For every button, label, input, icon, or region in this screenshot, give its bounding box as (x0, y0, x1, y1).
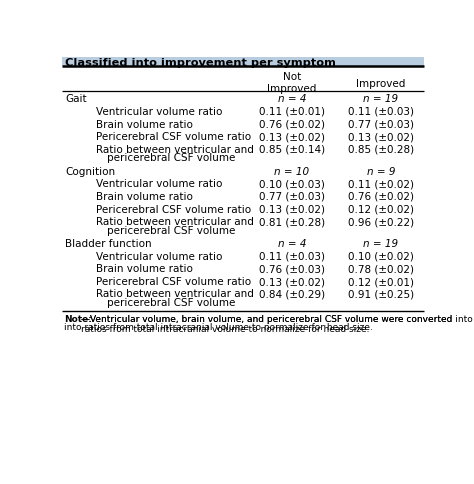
Text: Not
Improved: Not Improved (267, 72, 317, 94)
Text: 0.13 (±0.02): 0.13 (±0.02) (259, 204, 325, 214)
Text: n = 10: n = 10 (274, 166, 310, 176)
Text: Brain volume ratio: Brain volume ratio (96, 192, 193, 201)
Text: n = 9: n = 9 (366, 166, 395, 176)
Text: pericerebral CSF volume: pericerebral CSF volume (107, 153, 236, 163)
Text: 0.10 (±0.03): 0.10 (±0.03) (259, 179, 325, 189)
Text: 0.12 (±0.02): 0.12 (±0.02) (348, 204, 414, 214)
Text: Note:: Note: (64, 314, 92, 323)
Text: 0.12 (±0.01): 0.12 (±0.01) (348, 276, 414, 287)
Text: —Ventricular volume, brain volume, and pericerebral CSF volume were converted in: —Ventricular volume, brain volume, and p… (81, 314, 473, 333)
Text: —Ventricular volume, brain volume, and pericerebral CSF volume were converted: —Ventricular volume, brain volume, and p… (81, 314, 452, 323)
Text: Ratio between ventricular and: Ratio between ventricular and (96, 289, 255, 299)
Text: 0.77 (±0.03): 0.77 (±0.03) (348, 120, 414, 129)
Text: Pericerebral CSF volume ratio: Pericerebral CSF volume ratio (96, 132, 252, 142)
Text: 0.76 (±0.02): 0.76 (±0.02) (259, 120, 325, 129)
Text: 0.76 (±0.03): 0.76 (±0.03) (259, 264, 325, 274)
Text: Brain volume ratio: Brain volume ratio (96, 120, 193, 129)
Text: 0.11 (±0.03): 0.11 (±0.03) (259, 251, 325, 261)
Text: Improved: Improved (356, 79, 406, 89)
Text: 0.13 (±0.02): 0.13 (±0.02) (259, 132, 325, 142)
Text: n = 19: n = 19 (363, 239, 399, 248)
Text: Gait: Gait (65, 94, 87, 104)
Bar (63, 58, 423, 67)
Text: 0.96 (±0.22): 0.96 (±0.22) (348, 217, 414, 227)
Text: Brain volume ratio: Brain volume ratio (96, 264, 193, 274)
Text: Classified into improvement per symptom: Classified into improvement per symptom (65, 58, 337, 68)
Text: 0.85 (±0.28): 0.85 (±0.28) (348, 144, 414, 154)
Text: pericerebral CSF volume: pericerebral CSF volume (107, 298, 236, 307)
Text: n = 4: n = 4 (277, 239, 306, 248)
Text: 0.11 (±0.03): 0.11 (±0.03) (348, 106, 414, 117)
Text: 0.77 (±0.03): 0.77 (±0.03) (259, 192, 325, 201)
Text: 0.91 (±0.25): 0.91 (±0.25) (348, 289, 414, 299)
Text: 0.76 (±0.02): 0.76 (±0.02) (348, 192, 414, 201)
Text: Ratio between ventricular and: Ratio between ventricular and (96, 144, 255, 154)
Text: pericerebral CSF volume: pericerebral CSF volume (107, 225, 236, 235)
Text: 0.11 (±0.02): 0.11 (±0.02) (348, 179, 414, 189)
Text: 0.85 (±0.14): 0.85 (±0.14) (259, 144, 325, 154)
Text: 0.84 (±0.29): 0.84 (±0.29) (259, 289, 325, 299)
Text: Ventricular volume ratio: Ventricular volume ratio (96, 251, 223, 261)
Text: Ratio between ventricular and: Ratio between ventricular and (96, 217, 255, 227)
Text: into ratios from total intracranial volume to normalize for head size.: into ratios from total intracranial volu… (64, 322, 373, 332)
Text: Ventricular volume ratio: Ventricular volume ratio (96, 106, 223, 117)
Text: 0.10 (±0.02): 0.10 (±0.02) (348, 251, 414, 261)
Text: 0.13 (±0.02): 0.13 (±0.02) (259, 276, 325, 287)
Text: 0.13 (±0.02): 0.13 (±0.02) (348, 132, 414, 142)
Text: Pericerebral CSF volume ratio: Pericerebral CSF volume ratio (96, 204, 252, 214)
Text: Pericerebral CSF volume ratio: Pericerebral CSF volume ratio (96, 276, 252, 287)
Text: Cognition: Cognition (65, 166, 116, 176)
Text: 0.78 (±0.02): 0.78 (±0.02) (348, 264, 414, 274)
Text: Ventricular volume ratio: Ventricular volume ratio (96, 179, 223, 189)
Text: 0.81 (±0.28): 0.81 (±0.28) (259, 217, 325, 227)
Text: n = 4: n = 4 (277, 94, 306, 104)
Text: Bladder function: Bladder function (65, 239, 152, 248)
Text: n = 19: n = 19 (363, 94, 399, 104)
Text: 0.11 (±0.01): 0.11 (±0.01) (259, 106, 325, 117)
